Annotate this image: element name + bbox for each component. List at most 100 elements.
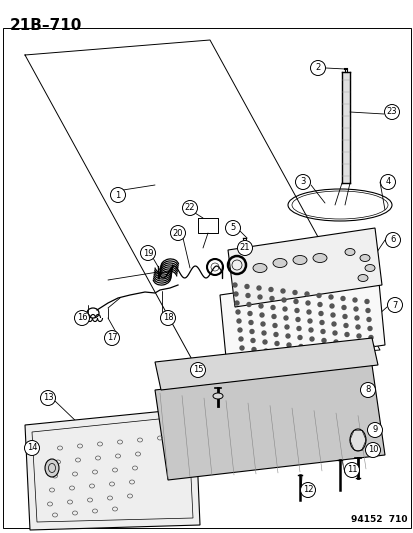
Circle shape xyxy=(293,300,297,303)
Circle shape xyxy=(365,442,380,457)
Circle shape xyxy=(367,327,371,330)
Circle shape xyxy=(364,300,368,303)
Circle shape xyxy=(281,298,285,302)
Circle shape xyxy=(283,316,287,320)
Circle shape xyxy=(344,333,348,336)
Circle shape xyxy=(110,188,125,203)
Ellipse shape xyxy=(252,263,266,272)
Circle shape xyxy=(271,314,275,319)
Circle shape xyxy=(245,294,249,297)
Circle shape xyxy=(237,328,242,332)
Circle shape xyxy=(269,296,273,301)
Circle shape xyxy=(319,320,323,325)
Text: 18: 18 xyxy=(162,313,173,322)
Circle shape xyxy=(252,348,255,351)
Circle shape xyxy=(300,482,315,497)
Circle shape xyxy=(304,292,308,296)
Circle shape xyxy=(275,351,279,354)
Circle shape xyxy=(344,463,358,478)
Circle shape xyxy=(268,287,272,292)
Circle shape xyxy=(365,309,369,312)
Circle shape xyxy=(262,340,266,344)
Circle shape xyxy=(317,303,321,306)
Circle shape xyxy=(305,301,309,305)
Circle shape xyxy=(316,294,320,297)
Circle shape xyxy=(235,310,240,314)
Circle shape xyxy=(367,423,382,438)
Circle shape xyxy=(310,61,325,76)
Polygon shape xyxy=(228,228,381,307)
Text: 22: 22 xyxy=(184,204,195,213)
Circle shape xyxy=(320,329,324,334)
Polygon shape xyxy=(25,408,199,530)
Circle shape xyxy=(369,344,373,349)
Circle shape xyxy=(330,313,334,317)
Circle shape xyxy=(387,297,401,312)
Circle shape xyxy=(273,333,277,336)
Circle shape xyxy=(287,352,291,356)
Text: 5: 5 xyxy=(230,223,235,232)
Text: 7: 7 xyxy=(392,301,397,310)
Text: 12: 12 xyxy=(302,486,313,495)
Circle shape xyxy=(271,305,274,310)
Circle shape xyxy=(360,383,375,398)
Circle shape xyxy=(261,331,266,335)
Circle shape xyxy=(340,296,344,301)
Circle shape xyxy=(257,295,261,299)
Text: 3: 3 xyxy=(299,177,305,187)
Text: 23: 23 xyxy=(386,108,396,117)
Circle shape xyxy=(322,348,326,351)
Circle shape xyxy=(332,331,336,335)
Circle shape xyxy=(297,335,301,340)
Ellipse shape xyxy=(349,429,365,451)
Circle shape xyxy=(353,307,357,311)
Circle shape xyxy=(272,324,276,327)
Circle shape xyxy=(74,311,89,326)
Ellipse shape xyxy=(272,259,286,268)
Circle shape xyxy=(104,330,119,345)
Circle shape xyxy=(238,337,242,341)
Circle shape xyxy=(385,232,399,247)
Text: 10: 10 xyxy=(367,446,377,455)
Text: 21B–710: 21B–710 xyxy=(10,18,82,33)
Ellipse shape xyxy=(357,274,367,281)
Circle shape xyxy=(259,304,262,308)
Circle shape xyxy=(247,311,252,316)
Circle shape xyxy=(331,322,335,326)
Circle shape xyxy=(358,352,362,356)
Polygon shape xyxy=(154,365,384,480)
Text: 1: 1 xyxy=(115,190,120,199)
Circle shape xyxy=(296,327,300,330)
Circle shape xyxy=(318,311,322,316)
Circle shape xyxy=(321,338,325,343)
Circle shape xyxy=(236,319,240,323)
Circle shape xyxy=(341,305,345,310)
Ellipse shape xyxy=(344,248,354,255)
Circle shape xyxy=(294,309,298,312)
Circle shape xyxy=(160,311,175,326)
Text: 6: 6 xyxy=(389,236,395,245)
Circle shape xyxy=(285,334,289,338)
Circle shape xyxy=(366,318,370,321)
Circle shape xyxy=(237,240,252,255)
Text: 20: 20 xyxy=(172,229,183,238)
Text: 8: 8 xyxy=(364,385,370,394)
Text: 19: 19 xyxy=(142,248,153,257)
Circle shape xyxy=(240,346,243,350)
Circle shape xyxy=(190,362,205,377)
Circle shape xyxy=(345,342,349,345)
Ellipse shape xyxy=(45,459,59,477)
Circle shape xyxy=(263,349,267,353)
Circle shape xyxy=(292,290,296,295)
Circle shape xyxy=(333,340,337,344)
Circle shape xyxy=(280,289,284,293)
Ellipse shape xyxy=(212,393,223,399)
Circle shape xyxy=(308,328,312,332)
Circle shape xyxy=(295,174,310,190)
Ellipse shape xyxy=(364,264,374,271)
Circle shape xyxy=(233,292,237,296)
Circle shape xyxy=(329,304,333,308)
Circle shape xyxy=(346,351,350,354)
Circle shape xyxy=(354,316,358,320)
Text: 2: 2 xyxy=(315,63,320,72)
